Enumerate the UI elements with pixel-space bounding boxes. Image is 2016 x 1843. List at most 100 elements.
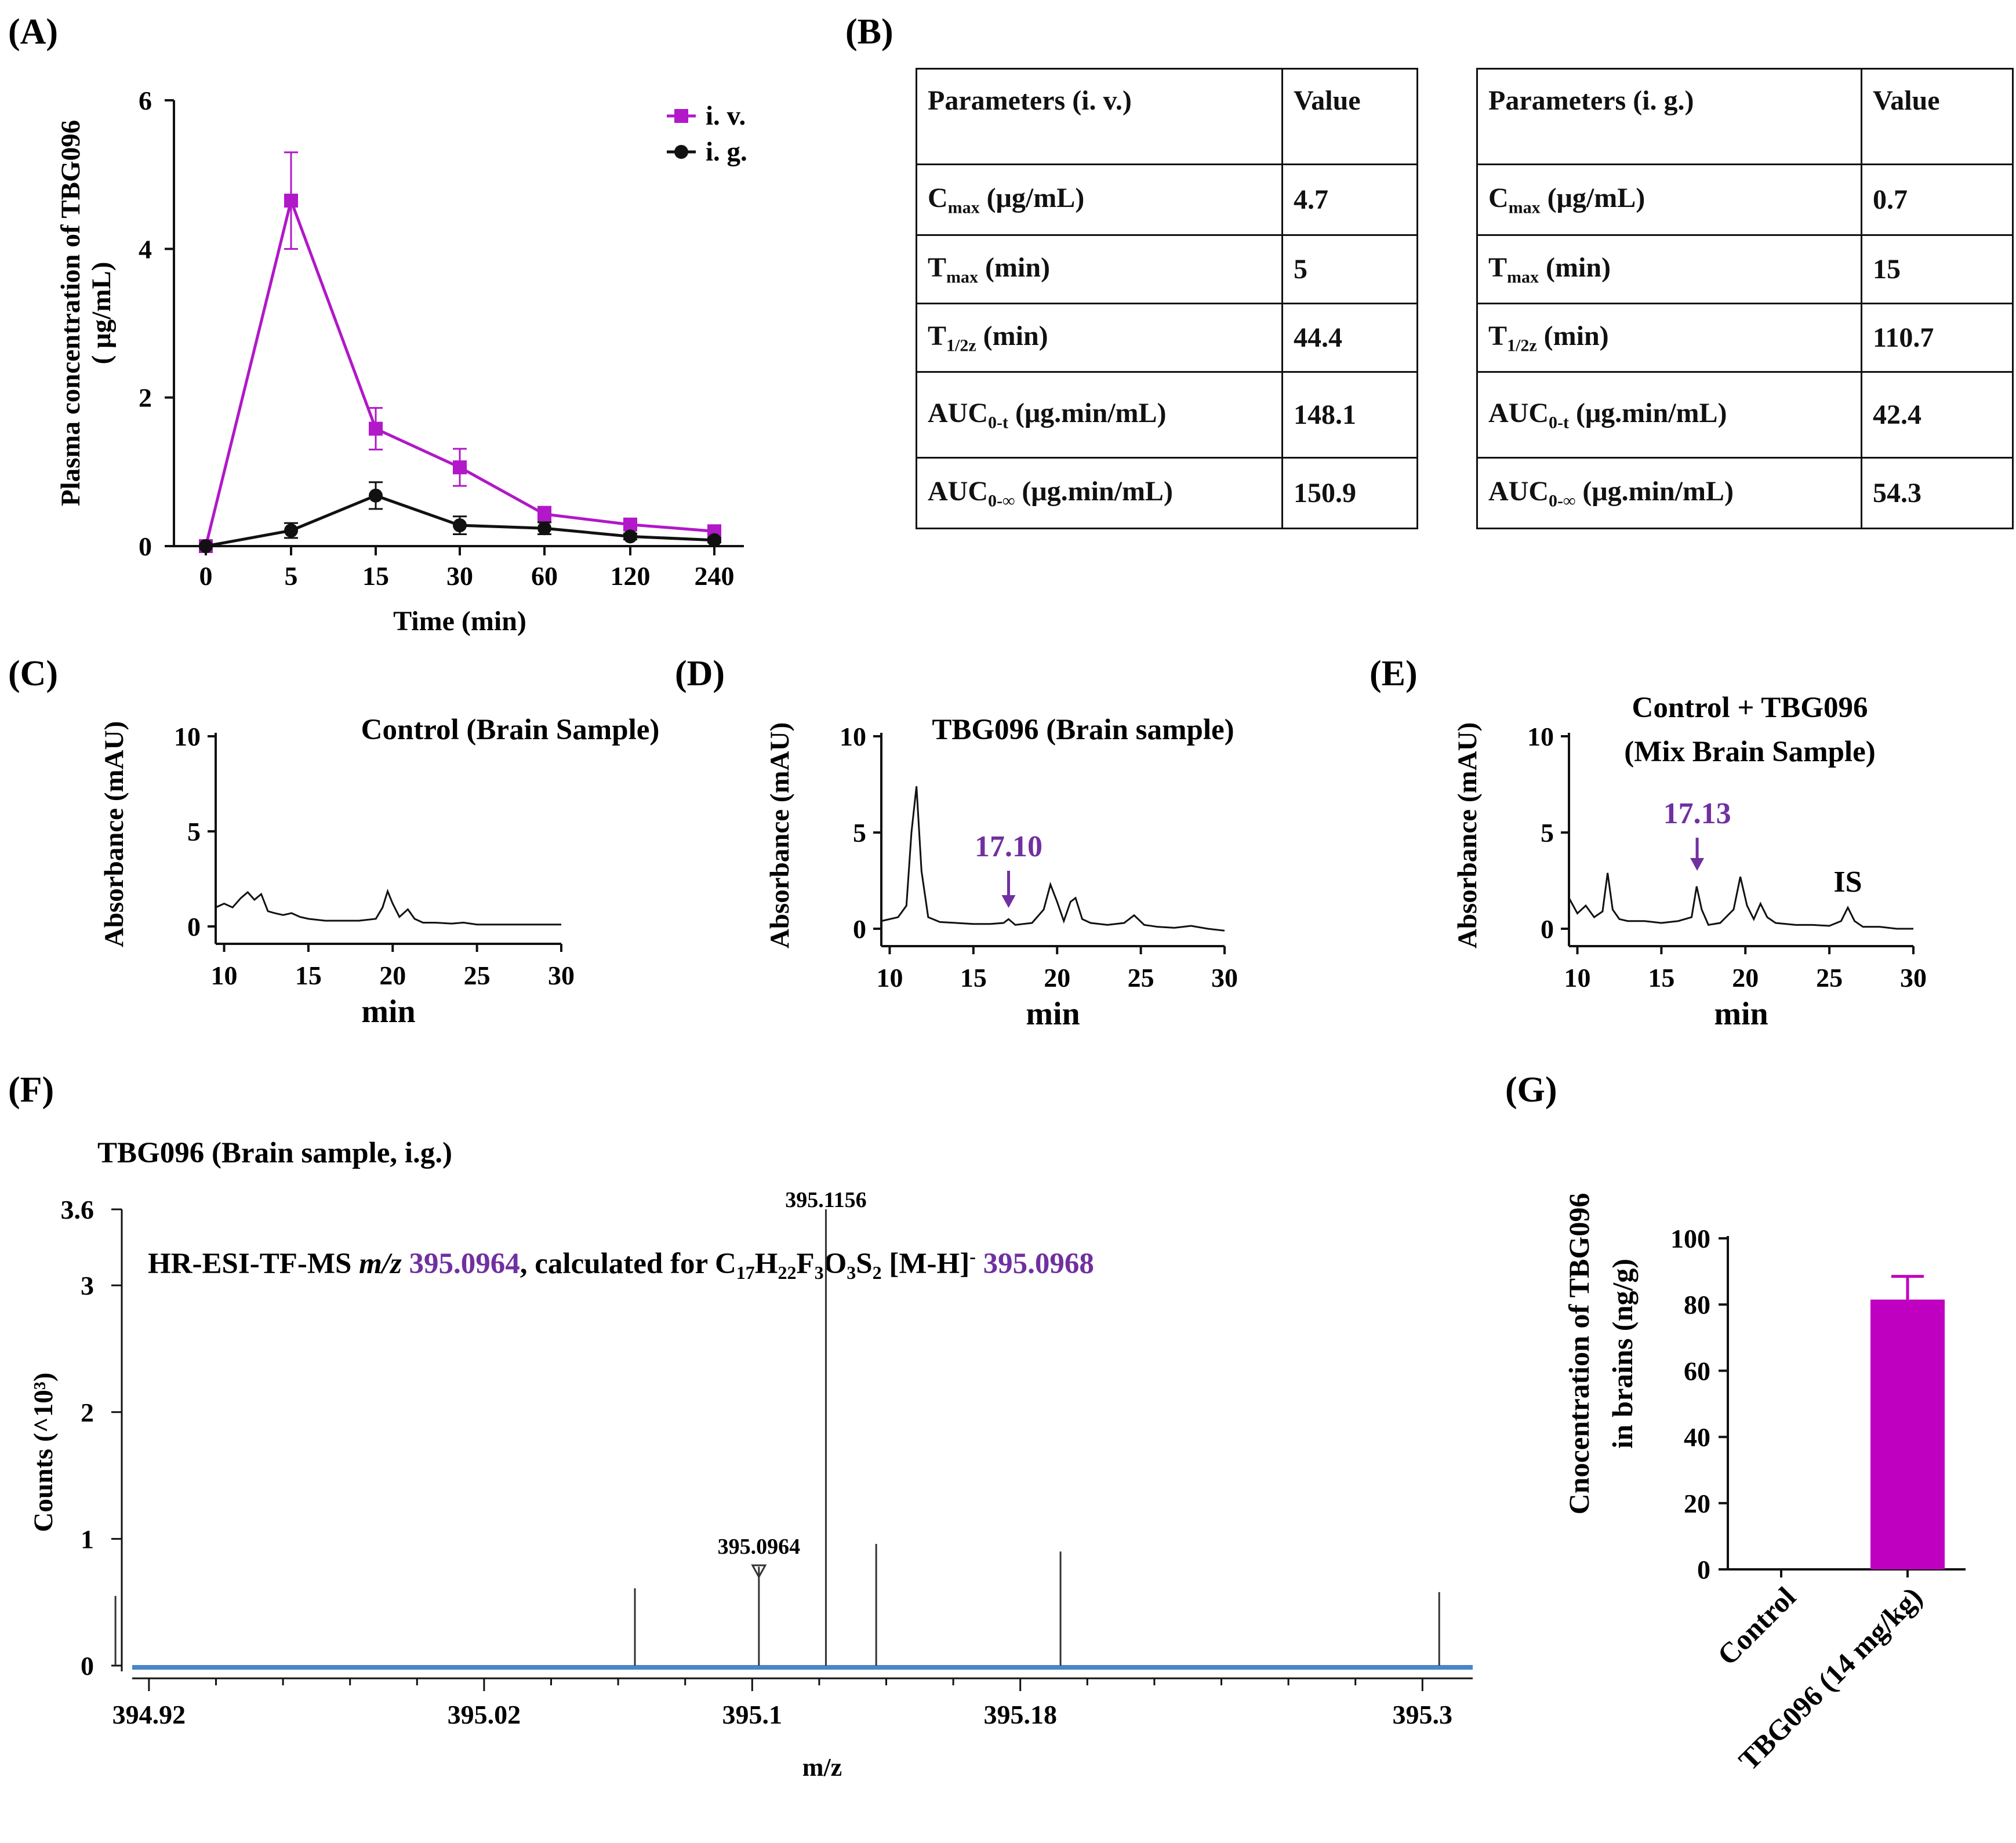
panel-f-y-tick-label: 1 xyxy=(81,1524,94,1554)
table-iv-row: T1/2z (min) 44.4 xyxy=(916,303,1418,373)
panel-f-x-label: m/z xyxy=(802,1753,842,1782)
panel-e-trace xyxy=(1568,873,1913,930)
param-unit: (μg/mL) xyxy=(979,182,1085,213)
panel-g-y-tick-label: 100 xyxy=(1670,1224,1710,1253)
panel-c-x-label: min xyxy=(361,994,415,1030)
panel-c-x-tick-label: 10 xyxy=(211,961,238,990)
table-ig-param-cell: AUC0-∞ (μg.min/mL) xyxy=(1476,457,1862,529)
panel-d-y-label: Absorbance (mAU) xyxy=(765,722,795,948)
panel-d-y-tick-label: 10 xyxy=(840,722,866,751)
panel-g-y-tick-label: 80 xyxy=(1684,1290,1710,1319)
panel-f-formula-annotation: HR-ESI-TF-MS m/z 395.0964, calculated fo… xyxy=(148,1246,1094,1283)
panel-e-arrow-head xyxy=(1690,858,1705,871)
panel-g-y-label-line2: in brains (ng/g) xyxy=(1606,1259,1639,1449)
panel-c-y-label: Absorbance (mAU) xyxy=(99,721,129,947)
formula-sub-22: 22 xyxy=(778,1262,796,1283)
formula-s: S xyxy=(856,1248,872,1280)
table-iv-value-cell: 4.7 xyxy=(1281,163,1418,236)
panel-g-y-tick-label: 60 xyxy=(1684,1356,1710,1386)
panel-c-x-tick-label: 30 xyxy=(548,961,575,990)
formula-prefix: HR-ESI-TF-MS xyxy=(148,1248,359,1280)
panel-d-title: TBG096 (Brain sample) xyxy=(932,714,1234,746)
panel-e-y-tick-label: 0 xyxy=(1541,914,1554,944)
formula-mid: , calculated for C xyxy=(520,1248,736,1280)
panel-label-e: (E) xyxy=(1370,654,1418,693)
panel-f-x-tick-label: 395.02 xyxy=(448,1700,521,1729)
table-iv-row: Tmax (min) 5 xyxy=(916,234,1418,304)
panel-label-c: (C) xyxy=(8,654,58,693)
panel-a-point-ig xyxy=(199,539,213,553)
panel-a-point-ig xyxy=(537,521,551,536)
panel-d-x-label: min xyxy=(1026,996,1080,1032)
panel-a-x-tick-label: 0 xyxy=(199,561,213,591)
panel-e-x-label: min xyxy=(1714,996,1768,1032)
panel-label-b: (B) xyxy=(845,12,893,52)
panel-c-trace xyxy=(215,888,561,926)
table-ig-value-cell: 0.7 xyxy=(1861,163,2014,236)
table-iv-param-cell: Tmax (min) xyxy=(916,234,1283,304)
param-name: T xyxy=(1488,320,1508,351)
table-ig-header-param: Parameters (i. g.) xyxy=(1476,68,1862,165)
panel-a-x-tick-label: 120 xyxy=(611,561,651,591)
panel-e-title-line1: Control + TBG096 xyxy=(1632,692,1868,724)
table-iv-header: Parameters (i. v.) Value xyxy=(916,68,1418,165)
table-iv-row: AUC0-t (μg.min/mL) 148.1 xyxy=(916,371,1418,459)
table-iv-header-value: Value xyxy=(1281,68,1418,165)
table-ig-row: Tmax (min) 15 xyxy=(1476,234,2014,304)
table-iv-param-cell: Cmax (μg/mL) xyxy=(916,163,1283,236)
panel-d-x-tick-label: 15 xyxy=(960,963,987,993)
table-ig-row: T1/2z (min) 110.7 xyxy=(1476,303,2014,373)
param-name: AUC xyxy=(928,475,988,507)
panel-a-point-ig xyxy=(284,524,298,538)
panel-d-x-tick-label: 10 xyxy=(876,963,903,993)
panel-a-x-label: Time (min) xyxy=(393,606,526,637)
panel-c-y-tick-label: 10 xyxy=(174,722,201,751)
param-subscript: 0-∞ xyxy=(988,491,1015,511)
param-name: C xyxy=(1488,182,1509,213)
panel-e-x-tick-label: 25 xyxy=(1816,963,1843,993)
panel-g-y-tick-label: 40 xyxy=(1684,1423,1710,1452)
panel-f-x-tick-label: 395.18 xyxy=(983,1700,1057,1729)
panel-a-y-tick-label: 2 xyxy=(139,383,152,413)
table-ig-row: AUC0-t (μg.min/mL) 42.4 xyxy=(1476,371,2014,459)
param-unit: (μg.min/mL) xyxy=(1008,397,1167,428)
panel-f-y-tick-label: 0 xyxy=(81,1651,94,1681)
panel-label-f: (F) xyxy=(8,1070,54,1110)
panel-label-g: (G) xyxy=(1505,1070,1557,1110)
pk-parameter-table-iv: Parameters (i. v.) Value Cmax (μg/mL) 4.7… xyxy=(916,68,1418,529)
panel-a-y-tick-label: 4 xyxy=(139,234,152,264)
panel-e-x-tick-label: 15 xyxy=(1648,963,1674,993)
table-iv-param-cell: AUC0-∞ (μg.min/mL) xyxy=(916,457,1283,529)
table-iv-param-cell: T1/2z (min) xyxy=(916,303,1283,373)
panel-e-y-label: Absorbance (mAU) xyxy=(1452,722,1483,948)
panel-a-legend: i. v. i. g. xyxy=(667,101,747,167)
legend-iv-square-marker xyxy=(674,109,688,123)
panel-a-y-tick-label: 6 xyxy=(139,86,152,115)
panel-a-point-iv xyxy=(369,421,383,436)
panel-g-bar-treated xyxy=(1870,1299,1945,1569)
param-subscript: max xyxy=(1508,198,1541,217)
panel-g-y-tick-label: 0 xyxy=(1697,1555,1710,1584)
param-name: T xyxy=(1488,252,1508,283)
panel-a-x-tick-label: 60 xyxy=(531,561,558,591)
legend-ig-circle-marker xyxy=(674,145,688,159)
formula-sub-3a: 3 xyxy=(815,1262,824,1283)
formula-o: O xyxy=(824,1248,847,1280)
panel-g-y-label-line1: Cnocentration of TBG096 xyxy=(1563,1193,1595,1515)
panel-label-d: (D) xyxy=(675,654,725,693)
panel-a-y-label-line2: ( μg/mL) xyxy=(86,262,117,365)
param-name: AUC xyxy=(928,397,988,428)
panel-d-x-tick-label: 25 xyxy=(1128,963,1154,993)
table-ig-row: AUC0-∞ (μg.min/mL) 54.3 xyxy=(1476,457,2014,529)
param-name: AUC xyxy=(1488,397,1549,428)
table-iv-body: Cmax (μg/mL) 4.7 Tmax (min) 5 T1/2z (min) 44.… xyxy=(916,163,1418,529)
param-unit: (min) xyxy=(978,252,1050,283)
panel-e-chromatogram: Control + TBG096 (Mix Brain Sample) 0 5 10… xyxy=(1452,692,1927,1032)
formula-sub-17: 17 xyxy=(736,1262,755,1283)
panel-d-chromatogram: TBG096 (Brain sample) 0 5 10 10 15 20 25 30 Abso… xyxy=(765,714,1238,1032)
panel-e-is-label: IS xyxy=(1833,866,1862,899)
legend-iv-label: i. v. xyxy=(706,101,746,131)
table-ig-header-value: Value xyxy=(1861,68,2014,165)
panel-e-x-tick-label: 10 xyxy=(1564,963,1590,993)
panel-c-y-tick-label: 0 xyxy=(187,912,201,942)
